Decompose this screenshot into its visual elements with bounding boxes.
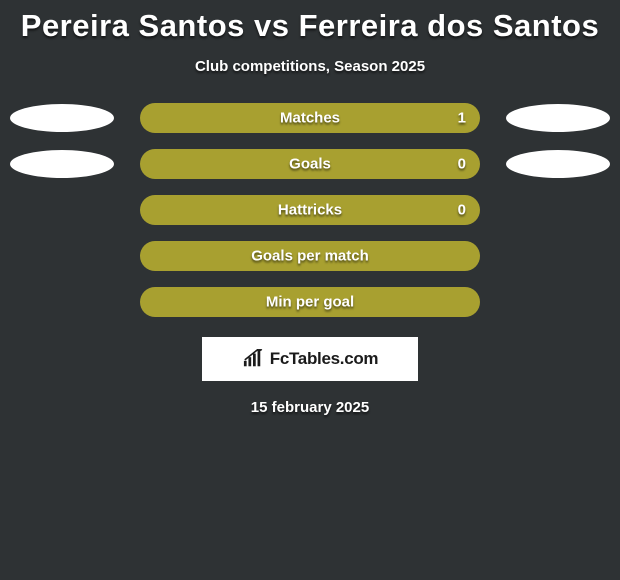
stat-label: Matches (280, 109, 340, 126)
player1-ellipse-icon (10, 150, 114, 178)
stat-value-right: 0 (458, 155, 466, 172)
date-text: 15 february 2025 (251, 399, 369, 416)
fctables-logo: FcTables.com (202, 337, 418, 381)
logo-text: FcTables.com (270, 349, 379, 369)
stat-bar: Goals 0 (140, 149, 480, 179)
stat-label: Goals (289, 155, 331, 172)
stat-bar: Matches 1 (140, 103, 480, 133)
stat-row: Hattricks 0 (0, 195, 620, 225)
stat-label: Hattricks (278, 201, 342, 218)
stats-area: Matches 1 Goals 0 Hattricks 0 Goals (0, 103, 620, 317)
stat-row: Goals per match (0, 241, 620, 271)
stat-label: Goals per match (251, 247, 369, 264)
subtitle: Club competitions, Season 2025 (195, 58, 425, 75)
stat-label: Min per goal (266, 293, 354, 310)
stat-row: Matches 1 (0, 103, 620, 133)
player1-ellipse-icon (10, 104, 114, 132)
page-title: Pereira Santos vs Ferreira dos Santos (9, 8, 611, 44)
stat-row: Goals 0 (0, 149, 620, 179)
stat-bar: Goals per match (140, 241, 480, 271)
player2-ellipse-icon (506, 150, 610, 178)
stat-bar: Hattricks 0 (140, 195, 480, 225)
stat-row: Min per goal (0, 287, 620, 317)
stat-bar: Min per goal (140, 287, 480, 317)
comparison-card: Pereira Santos vs Ferreira dos Santos Cl… (0, 0, 620, 416)
player2-ellipse-icon (506, 104, 610, 132)
stat-value-right: 0 (458, 201, 466, 218)
stat-value-right: 1 (458, 109, 466, 126)
barchart-icon (242, 349, 264, 369)
